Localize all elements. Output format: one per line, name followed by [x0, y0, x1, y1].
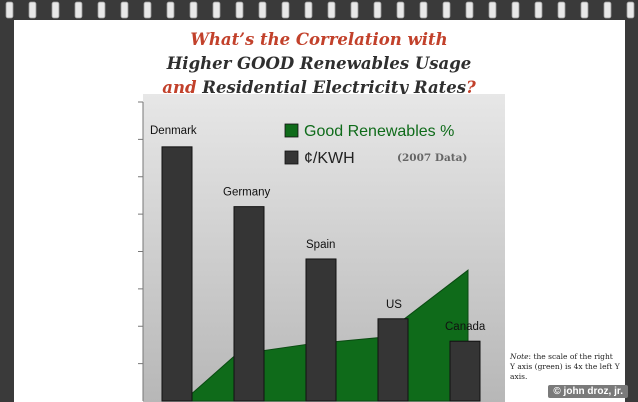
bar-spain [305, 258, 337, 402]
scale-note: Note: the scale of the right Y axis (gre… [510, 352, 620, 382]
title-line-3: Residential Electricity Rates [202, 78, 467, 97]
title-line-2: Higher GOOD Renewables Usage [166, 54, 472, 73]
category-label-canada: Canada [445, 321, 486, 333]
bar-germany [233, 206, 265, 402]
legend-swatch-good-renewables [284, 123, 299, 138]
category-label-denmark: Denmark [150, 125, 197, 137]
binding-ring [442, 1, 451, 19]
bar-us [377, 318, 409, 402]
binding-ring [5, 1, 14, 19]
binding-ring [166, 1, 175, 19]
binding-ring [419, 1, 428, 19]
binding-ring [51, 1, 60, 19]
binding-ring [626, 1, 635, 19]
binding-ring [534, 1, 543, 19]
legend-label-good-renewables: Good Renewables % [304, 123, 454, 140]
author-credit: © john droz, jr. [548, 385, 628, 398]
binding-ring [212, 1, 221, 19]
binding-ring [488, 1, 497, 19]
y-tick-label: 25 [120, 209, 132, 221]
category-label-germany: Germany [223, 187, 271, 199]
binding-ring [258, 1, 267, 19]
legend-label-cents-per-kwh: ¢/KWH [304, 150, 355, 167]
binding-ring [120, 1, 129, 19]
bar-canada [449, 340, 481, 402]
binding-ring [143, 1, 152, 19]
note-label: Note [510, 352, 529, 361]
binding-ring [396, 1, 405, 19]
spiral-binding [5, 1, 635, 19]
title-line-1: What’s the Correlation with [190, 30, 448, 49]
binding-ring [603, 1, 612, 19]
binding-ring [373, 1, 382, 19]
y-tick-label: 35 [120, 134, 132, 146]
y-tick-label: 5 [126, 359, 132, 371]
binding-ring [97, 1, 106, 19]
title-question-mark: ? [466, 78, 476, 97]
binding-ring [327, 1, 336, 19]
binding-ring [281, 1, 290, 19]
y-tick-label: 20 [120, 247, 132, 259]
y-tick-label: 15 [120, 284, 132, 296]
binding-ring [235, 1, 244, 19]
binding-ring [580, 1, 589, 19]
bar-denmark [161, 146, 193, 402]
binding-ring [465, 1, 474, 19]
binding-ring [189, 1, 198, 19]
y-tick-label: 30 [120, 172, 132, 184]
binding-ring [557, 1, 566, 19]
legend-swatch-cents-per-kwh [284, 150, 299, 165]
title-line-3-and: and [162, 78, 197, 97]
binding-ring [304, 1, 313, 19]
binding-ring [28, 1, 37, 19]
category-label-spain: Spain [306, 239, 335, 251]
binding-ring [350, 1, 359, 19]
legend-subtitle: (2007 Data) [397, 152, 467, 164]
note-text: : the scale of the right Y axis (green) … [510, 352, 620, 381]
y-tick-label: 10 [120, 321, 132, 333]
chart-title: What’s the Correlation with Higher GOOD … [0, 28, 638, 100]
category-label-us: US [386, 299, 402, 311]
y-tick-label: 40 [120, 97, 132, 109]
binding-ring [511, 1, 520, 19]
binding-ring [74, 1, 83, 19]
